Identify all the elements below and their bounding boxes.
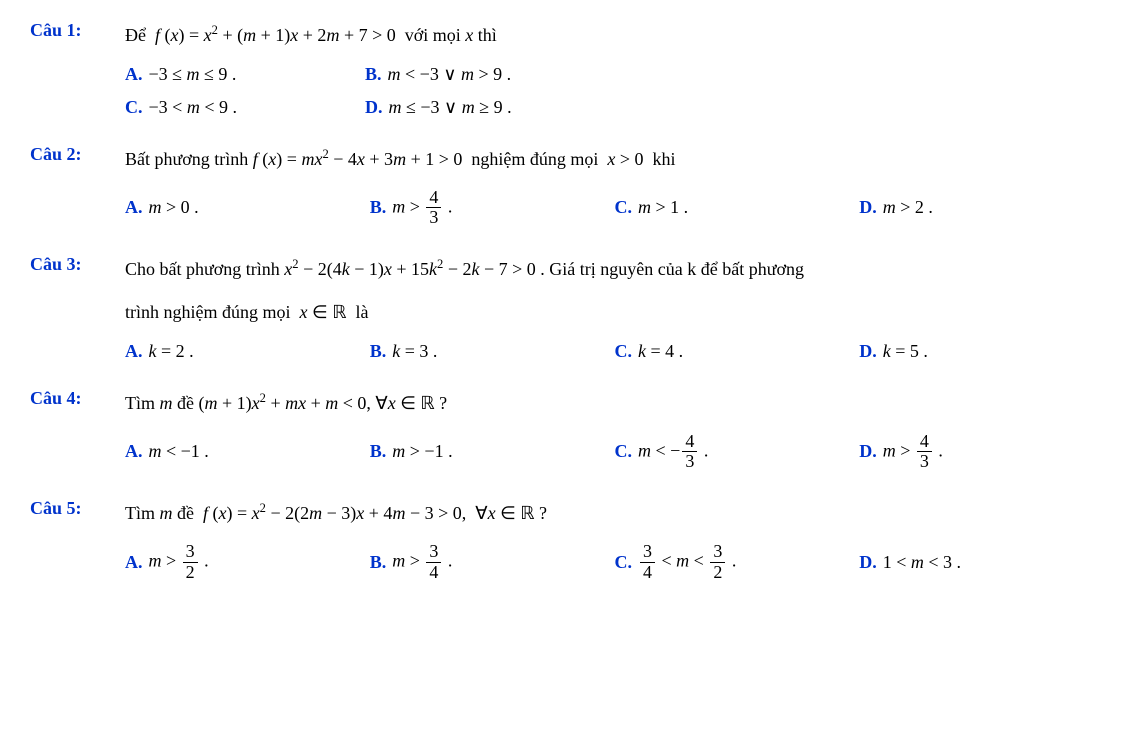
- option-letter: D.: [859, 441, 877, 462]
- question-stem: Tìm m đề f (x) = x2 − 2(2m − 3)x + 4m − …: [125, 498, 1104, 528]
- options: A. k = 2 . B.k = 3 . C.k = 4 . D. k = 5 .: [125, 341, 1104, 362]
- option-row: A. m < −1 . B.m > −1 . C.m < −43 . D. m > …: [125, 432, 1104, 473]
- option-letter: C.: [615, 341, 633, 362]
- question-stem-cont: trình nghiệm đúng mọi x ∈ ℝ là: [125, 298, 1104, 327]
- option-text: m > −1 .: [392, 441, 452, 462]
- question-label: Câu 4:: [30, 388, 125, 409]
- option-letter: A.: [125, 441, 143, 462]
- option-letter: B.: [370, 197, 387, 218]
- option-letter: B.: [365, 64, 382, 85]
- option-d: D. k = 5 .: [859, 341, 1104, 362]
- question-header: Câu 4: Tìm m đề (m + 1)x2 + mx + m < 0, …: [30, 388, 1104, 418]
- option-b: B.m > 43 .: [370, 188, 615, 229]
- question-label: Câu 1:: [30, 20, 125, 41]
- option-text: m > 43 .: [883, 432, 943, 473]
- option-text: k = 2 .: [149, 341, 194, 362]
- question-label: Câu 5:: [30, 498, 125, 519]
- option-text: 34 < m < 32 .: [638, 542, 736, 583]
- option-text: m > 2 .: [883, 197, 933, 218]
- option-row: A. −3 ≤ m ≤ 9 . B. m < −3 ∨ m > 9 .: [125, 64, 1104, 85]
- question-header: Câu 3: Cho bất phương trình x2 − 2(4k − …: [30, 254, 1104, 284]
- option-c: C.m < −43 .: [615, 432, 860, 473]
- option-b: B.m > −1 .: [370, 432, 615, 473]
- option-letter: C.: [615, 197, 633, 218]
- option-row: A. m > 32 . B.m > 34 . C.34 < m < 32 . D.…: [125, 542, 1104, 583]
- question-2: Câu 2: Bất phương trình f (x) = mx2 − 4x…: [30, 144, 1104, 228]
- option-letter: D.: [859, 552, 877, 573]
- option-d: D. m > 43 .: [859, 432, 1104, 473]
- option-text: m > 1 .: [638, 197, 688, 218]
- option-text: m > 32 .: [149, 542, 209, 583]
- options: A. m < −1 . B.m > −1 . C.m < −43 . D. m > …: [125, 432, 1104, 473]
- option-text: m > 0 .: [149, 197, 199, 218]
- option-a: A. m < −1 .: [125, 432, 370, 473]
- option-a: A. m > 32 .: [125, 542, 370, 583]
- question-3: Câu 3: Cho bất phương trình x2 − 2(4k − …: [30, 254, 1104, 362]
- option-text: m > 43 .: [392, 188, 452, 229]
- option-letter: C.: [125, 97, 143, 118]
- options: A. m > 32 . B.m > 34 . C.34 < m < 32 . D.…: [125, 542, 1104, 583]
- option-c: C.m > 1 .: [615, 188, 860, 229]
- option-letter: B.: [370, 341, 387, 362]
- option-c: C. −3 < m < 9 .: [125, 97, 365, 118]
- option-c: C.34 < m < 32 .: [615, 542, 860, 583]
- option-d: D. m ≤ −3 ∨ m ≥ 9 .: [365, 97, 512, 118]
- option-text: k = 5 .: [883, 341, 928, 362]
- option-text: m < −43 .: [638, 432, 708, 473]
- options: A. −3 ≤ m ≤ 9 . B. m < −3 ∨ m > 9 . C. −3 <…: [125, 64, 1104, 118]
- option-letter: A.: [125, 64, 143, 85]
- option-b: B. m < −3 ∨ m > 9 .: [365, 64, 511, 85]
- option-b: B.m > 34 .: [370, 542, 615, 583]
- option-c: C.k = 4 .: [615, 341, 860, 362]
- question-stem: Bất phương trình f (x) = mx2 − 4x + 3m +…: [125, 144, 1104, 174]
- question-4: Câu 4: Tìm m đề (m + 1)x2 + mx + m < 0, …: [30, 388, 1104, 472]
- option-row: C. −3 < m < 9 . D. m ≤ −3 ∨ m ≥ 9 .: [125, 97, 1104, 118]
- option-text: −3 ≤ m ≤ 9 .: [149, 64, 237, 85]
- option-row: A. k = 2 . B.k = 3 . C.k = 4 . D. k = 5 .: [125, 341, 1104, 362]
- option-letter: D.: [859, 197, 877, 218]
- option-letter: C.: [615, 552, 633, 573]
- option-letter: A.: [125, 197, 143, 218]
- question-header: Câu 2: Bất phương trình f (x) = mx2 − 4x…: [30, 144, 1104, 174]
- question-stem: Để f (x) = x2 + (m + 1)x + 2m + 7 > 0 vớ…: [125, 20, 1104, 50]
- option-a: A. −3 ≤ m ≤ 9 .: [125, 64, 365, 85]
- option-text: −3 < m < 9 .: [149, 97, 237, 118]
- option-b: B.k = 3 .: [370, 341, 615, 362]
- question-1: Câu 1: Để f (x) = x2 + (m + 1)x + 2m + 7…: [30, 20, 1104, 118]
- option-text: k = 4 .: [638, 341, 683, 362]
- option-text: m < −1 .: [149, 441, 209, 462]
- option-letter: A.: [125, 552, 143, 573]
- option-text: k = 3 .: [392, 341, 437, 362]
- question-5: Câu 5: Tìm m đề f (x) = x2 − 2(2m − 3)x …: [30, 498, 1104, 582]
- question-stem: Tìm m đề (m + 1)x2 + mx + m < 0, ∀x ∈ ℝ …: [125, 388, 1104, 418]
- option-text: m > 34 .: [392, 542, 452, 583]
- question-label: Câu 2:: [30, 144, 125, 165]
- question-label: Câu 3:: [30, 254, 125, 275]
- option-a: A. k = 2 .: [125, 341, 370, 362]
- option-a: A. m > 0 .: [125, 188, 370, 229]
- option-text: 1 < m < 3 .: [883, 552, 961, 573]
- option-letter: B.: [370, 441, 387, 462]
- option-letter: A.: [125, 341, 143, 362]
- option-letter: B.: [370, 552, 387, 573]
- option-letter: D.: [365, 97, 383, 118]
- option-d: D. 1 < m < 3 .: [859, 542, 1104, 583]
- question-header: Câu 5: Tìm m đề f (x) = x2 − 2(2m − 3)x …: [30, 498, 1104, 528]
- option-letter: C.: [615, 441, 633, 462]
- options: A. m > 0 . B.m > 43 . C.m > 1 . D. m > 2 .: [125, 188, 1104, 229]
- option-text: m ≤ −3 ∨ m ≥ 9 .: [389, 97, 512, 118]
- option-d: D. m > 2 .: [859, 188, 1104, 229]
- option-text: m < −3 ∨ m > 9 .: [388, 64, 512, 85]
- question-header: Câu 1: Để f (x) = x2 + (m + 1)x + 2m + 7…: [30, 20, 1104, 50]
- option-row: A. m > 0 . B.m > 43 . C.m > 1 . D. m > 2 .: [125, 188, 1104, 229]
- question-stem: Cho bất phương trình x2 − 2(4k − 1)x + 1…: [125, 254, 1104, 284]
- option-letter: D.: [859, 341, 877, 362]
